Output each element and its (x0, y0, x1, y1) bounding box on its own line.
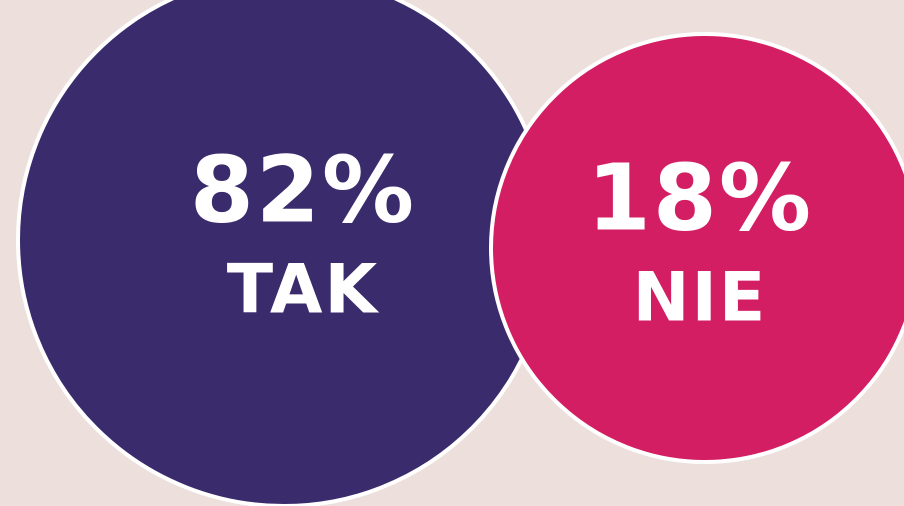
percent-label: 82% (190, 136, 416, 243)
percent-label: 18% (587, 144, 813, 251)
circle (489, 32, 904, 464)
category-label: NIE (633, 259, 768, 338)
category-label: TAK (227, 251, 380, 330)
